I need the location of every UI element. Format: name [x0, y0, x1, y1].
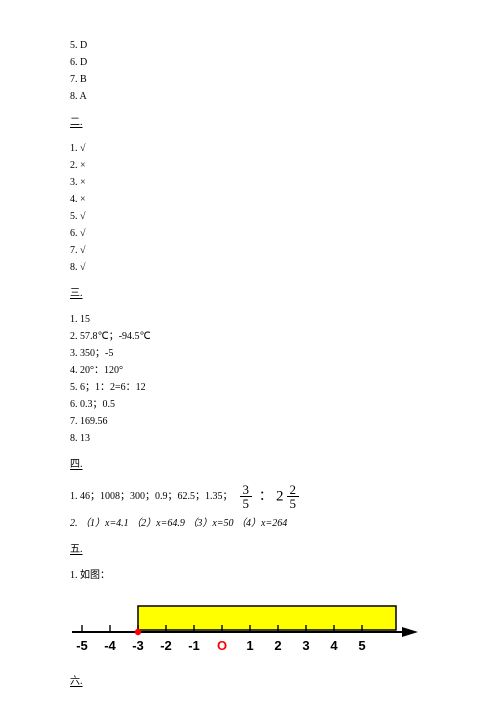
figure-caption: 1. 如图：: [70, 568, 430, 584]
fill-item: 4. 20°：120°: [70, 363, 430, 379]
section-4-heading: 四.: [70, 457, 430, 473]
fill-item: 7. 169.56: [70, 414, 430, 430]
ans-item: 5. D: [70, 38, 430, 54]
section-2-answers: 1. √ 2. × 3. × 4. × 5. √ 6. √ 7. √ 8. √: [70, 141, 430, 276]
section-5-heading: 五.: [70, 542, 430, 558]
fraction-2: 2 5: [287, 483, 300, 510]
tf-item: 7. √: [70, 243, 430, 259]
section-3-answers: 1. 15 2. 57.8℃；-94.5℃ 3. 350；-5 4. 20°：1…: [70, 312, 430, 447]
calc-line-1: 1. 46；1008；300；0.9；62.5；1.35； 3 5 ： 2 2 …: [70, 483, 430, 510]
calc-line-2: 2. （1）x=4.1 （2）x=64.9 （3）x=50 （4）x=264: [70, 516, 430, 532]
fill-item: 2. 57.8℃；-94.5℃: [70, 329, 430, 345]
svg-text:-4: -4: [104, 638, 116, 653]
tf-item: 3. ×: [70, 175, 430, 191]
svg-text:1: 1: [246, 638, 253, 653]
section-2-heading: 二.: [70, 115, 430, 131]
section-5-answers: 1. 如图：: [70, 568, 430, 584]
fill-item: 1. 15: [70, 312, 430, 328]
section-3-heading: 三.: [70, 286, 430, 302]
fill-item: 8. 13: [70, 431, 430, 447]
tf-item: 4. ×: [70, 192, 430, 208]
fraction-1: 3 5: [240, 483, 253, 510]
svg-text:3: 3: [302, 638, 309, 653]
ans-item: 6. D: [70, 55, 430, 71]
number-line-svg: -5 -4 -3 -2 -1 O 1 2 3 4 5: [70, 598, 420, 658]
svg-text:-2: -2: [160, 638, 172, 653]
section-1-answers: 5. D 6. D 7. B 8. A: [70, 38, 430, 105]
ratio-colon: ：: [259, 486, 272, 507]
ans-item: 8. A: [70, 89, 430, 105]
tf-item: 6. √: [70, 226, 430, 242]
svg-text:-1: -1: [188, 638, 200, 653]
tf-item: 2. ×: [70, 158, 430, 174]
section-4-answers: 1. 46；1008；300；0.9；62.5；1.35； 3 5 ： 2 2 …: [70, 483, 430, 532]
mixed-number: 2 2 5: [276, 483, 302, 510]
tf-item: 5. √: [70, 209, 430, 225]
calc-prefix: 1. 46；1008；300；0.9；62.5；1.35；: [70, 489, 233, 505]
svg-text:2: 2: [274, 638, 281, 653]
svg-text:-5: -5: [76, 638, 88, 653]
tf-item: 1. √: [70, 141, 430, 157]
section-6-heading: 六.: [70, 674, 430, 690]
svg-text:5: 5: [358, 638, 365, 653]
svg-text:4: 4: [330, 638, 338, 653]
fill-item: 3. 350；-5: [70, 346, 430, 362]
number-line-figure: -5 -4 -3 -2 -1 O 1 2 3 4 5: [70, 598, 430, 658]
svg-text:-3: -3: [132, 638, 144, 653]
tf-item: 8. √: [70, 260, 430, 276]
fill-item: 5. 6；1：2=6：12: [70, 380, 430, 396]
fill-item: 6. 0.3；0.5: [70, 397, 430, 413]
ans-item: 7. B: [70, 72, 430, 88]
svg-text:O: O: [217, 638, 227, 653]
